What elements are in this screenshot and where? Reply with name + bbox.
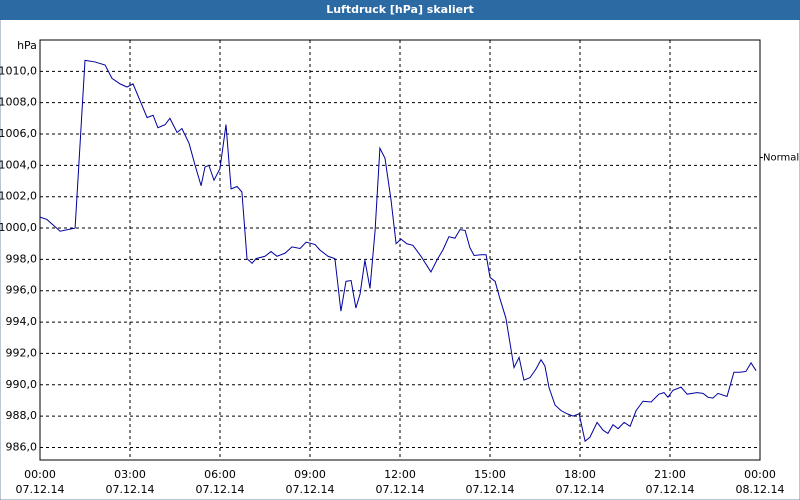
x-tick-label: 21:00 [654,468,686,481]
x-tick-label: 12:00 [384,468,416,481]
chart-title: Luftdruck [hPa] skaliert [326,3,474,16]
y-tick-label: 1002,0 [0,190,37,203]
x-tick-date: 07.12.14 [196,483,245,496]
x-tick-label: 15:00 [474,468,506,481]
x-tick-date: 07.12.14 [286,483,335,496]
x-tick-label: 09:00 [294,468,326,481]
x-tick-date: 07.12.14 [106,483,155,496]
y-tick-label: 1004,0 [0,158,37,171]
y-tick-label: 1008,0 [0,96,37,109]
x-tick-date: 07.12.14 [16,483,65,496]
y-tick-label: 996,0 [6,284,38,297]
x-tick-date: 07.12.14 [556,483,605,496]
y-tick-label: 992,0 [6,346,38,359]
y-tick-label: 990,0 [6,378,38,391]
x-tick-date: 07.12.14 [376,483,425,496]
title-bar [0,0,800,20]
y-tick-label: 988,0 [6,409,38,422]
y-tick-label: 986,0 [6,440,38,453]
y-tick-label: 998,0 [6,252,38,265]
y-tick-label: 1010,0 [0,64,37,77]
x-tick-date: 07.12.14 [466,483,515,496]
x-tick-label: 03:00 [114,468,146,481]
x-tick-label: 00:00 [744,468,776,481]
y-tick-label: 994,0 [6,315,38,328]
y-axis-label: hPa [17,39,37,52]
y-tick-label: 1000,0 [0,221,37,234]
x-tick-label: 06:00 [204,468,236,481]
y-tick-label: 1006,0 [0,127,37,140]
line-series [39,59,757,443]
x-tick-label: 00:00 [24,468,56,481]
annotation: Normal [763,153,799,164]
x-tick-date: 08.12.14 [736,483,785,496]
x-tick-date: 07.12.14 [646,483,695,496]
x-tick-label: 18:00 [564,468,596,481]
